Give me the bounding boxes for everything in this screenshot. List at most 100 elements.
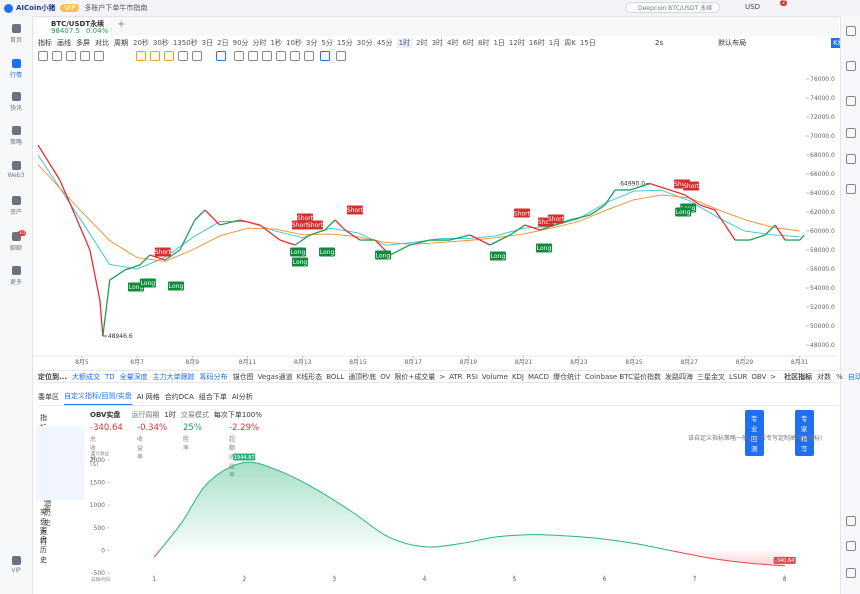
period[interactable]: 30分 <box>356 39 373 47</box>
indicator[interactable]: 全量深度 <box>119 373 148 381</box>
period[interactable]: 1月 <box>548 39 561 47</box>
period[interactable]: 10秒 <box>286 39 302 47</box>
nav-item[interactable]: 聊聊 <box>0 232 32 252</box>
indicator[interactable]: LSUR <box>729 373 748 381</box>
period[interactable]: 4时 <box>447 39 459 47</box>
signal-label: Long <box>376 252 391 259</box>
indicator[interactable]: 通顶秒底 <box>348 373 377 381</box>
period[interactable]: 6时 <box>462 39 474 47</box>
promo[interactable]: 多账户下单牛市指南 <box>84 4 148 12</box>
period[interactable]: 1时 <box>164 411 176 419</box>
nav-item[interactable]: 策略 <box>0 126 32 146</box>
indicator[interactable]: 三星金叉 <box>697 373 725 381</box>
indicator[interactable]: RSI <box>466 373 478 381</box>
indicator[interactable]: MACD <box>527 373 549 381</box>
period[interactable]: 30秒 <box>152 39 169 47</box>
locate[interactable]: 定位到... <box>38 373 67 381</box>
indicator[interactable]: BOLL <box>326 373 345 381</box>
nav-item[interactable]: 行情 <box>0 59 32 79</box>
indicator[interactable]: Vegas通道 <box>257 373 293 381</box>
period[interactable]: 1时 <box>396 38 413 48</box>
tool[interactable]: 画线 <box>57 39 71 47</box>
panel-tab[interactable]: AI 网格 <box>136 392 160 401</box>
indicator[interactable]: > <box>439 373 446 381</box>
vip-badge[interactable]: VIP <box>60 4 80 12</box>
tool-right[interactable]: 默认布局 <box>718 39 747 47</box>
period[interactable]: 2时 <box>416 39 428 47</box>
price-segment <box>589 204 606 216</box>
indicator[interactable]: 大额成交 <box>71 373 100 381</box>
option[interactable]: % <box>836 373 843 381</box>
indicator[interactable]: 锚仓图 <box>232 373 254 381</box>
period[interactable]: 1秒 <box>270 39 282 47</box>
tool-right[interactable]: 2s <box>655 39 664 47</box>
nav[interactable]: 实盘运行 <box>40 508 47 546</box>
vip[interactable]: VIP <box>0 556 32 574</box>
indicator[interactable]: 主力大单跟踪 <box>152 373 195 381</box>
nav[interactable]: 实盘历史 <box>40 526 47 564</box>
period[interactable]: 90分 <box>232 39 249 47</box>
indicator[interactable]: TD <box>104 373 115 381</box>
tool[interactable]: 指标 <box>38 39 52 47</box>
tool[interactable]: 对比 <box>95 39 109 47</box>
indicator[interactable]: OV <box>380 373 391 381</box>
tool[interactable]: 多屏 <box>76 39 90 47</box>
period[interactable]: 3时 <box>431 39 444 47</box>
panel-tab[interactable]: 组合下单 <box>198 392 227 401</box>
period[interactable]: 8时 <box>477 39 490 47</box>
panel-tab[interactable]: 委单区 <box>38 392 59 401</box>
indicator[interactable]: OBV <box>751 373 767 381</box>
price-segment <box>59 179 76 216</box>
period[interactable]: 1日 <box>493 39 505 47</box>
tool[interactable]: 周期 <box>114 39 128 47</box>
indicator[interactable]: ATR <box>449 373 463 381</box>
period[interactable]: 5分 <box>321 39 333 47</box>
period[interactable]: 分时 <box>252 39 267 47</box>
indicator[interactable]: Coinbase BTC溢价指数 <box>584 373 661 381</box>
nav-item[interactable]: 快讯 <box>0 92 32 112</box>
indicator[interactable]: > <box>770 373 777 381</box>
indicator[interactable]: K线形态 <box>296 373 323 381</box>
panel-tab[interactable]: 自定义指标/回测/实盘 <box>64 388 132 405</box>
option[interactable]: 自动 <box>847 373 860 381</box>
community[interactable]: 社区指标 <box>784 373 813 381</box>
indicator[interactable]: 爆仓统计 <box>552 373 581 381</box>
nav-item[interactable]: 更多 <box>0 266 32 286</box>
nav-item[interactable]: 资产 <box>0 196 32 216</box>
currency[interactable]: USD <box>745 3 760 11</box>
price-segment <box>179 219 196 251</box>
indicator[interactable]: 限价+成交量 <box>394 373 436 381</box>
signal-box <box>139 278 156 288</box>
price-segment <box>684 194 701 206</box>
indicator[interactable]: 筹码分布 <box>199 373 228 381</box>
period[interactable]: 20秒 <box>133 39 149 47</box>
symbol-tab[interactable]: BTC/USDT永续 98407.5 0.04% <box>35 18 110 36</box>
option[interactable]: 对数 <box>817 373 832 381</box>
period[interactable]: 45分 <box>376 39 393 47</box>
panel-tab[interactable]: AI分析 <box>231 392 253 401</box>
strategy-name[interactable]: OBV实盘 <box>90 411 121 419</box>
period[interactable]: 15分 <box>336 39 353 47</box>
y-tick-label: 66000.0 <box>810 171 835 178</box>
add-tab[interactable]: + <box>117 19 126 30</box>
button[interactable]: 专业回测 <box>745 410 764 456</box>
signal-box <box>537 217 554 227</box>
mode[interactable]: 每次下单100% <box>213 411 262 419</box>
period[interactable]: 16时 <box>528 39 545 47</box>
period[interactable]: 3日 <box>201 39 214 47</box>
nav-item[interactable]: Web3 <box>0 161 32 179</box>
period[interactable]: 周K <box>564 39 576 47</box>
period[interactable]: 1350秒 <box>172 39 198 47</box>
search-box[interactable]: Deepcoin BTC/USDT 永续 <box>625 2 720 13</box>
panel-tab[interactable]: 合约DCA <box>164 392 194 401</box>
period[interactable]: 3分 <box>305 39 318 47</box>
indicator[interactable]: KDJ <box>511 373 524 381</box>
period[interactable]: 15日 <box>579 39 596 47</box>
period[interactable]: 2日 <box>217 39 229 47</box>
indicator[interactable]: 发路四海 <box>665 373 693 381</box>
nav-item[interactable]: 首页 <box>0 24 32 44</box>
period[interactable]: 12时 <box>508 39 525 47</box>
button[interactable]: 专家精写 <box>795 410 814 456</box>
indicator[interactable]: Volume <box>481 373 508 381</box>
note[interactable]: 该自定义指标策略一般，点击专写定制高收益指标! <box>688 435 823 442</box>
